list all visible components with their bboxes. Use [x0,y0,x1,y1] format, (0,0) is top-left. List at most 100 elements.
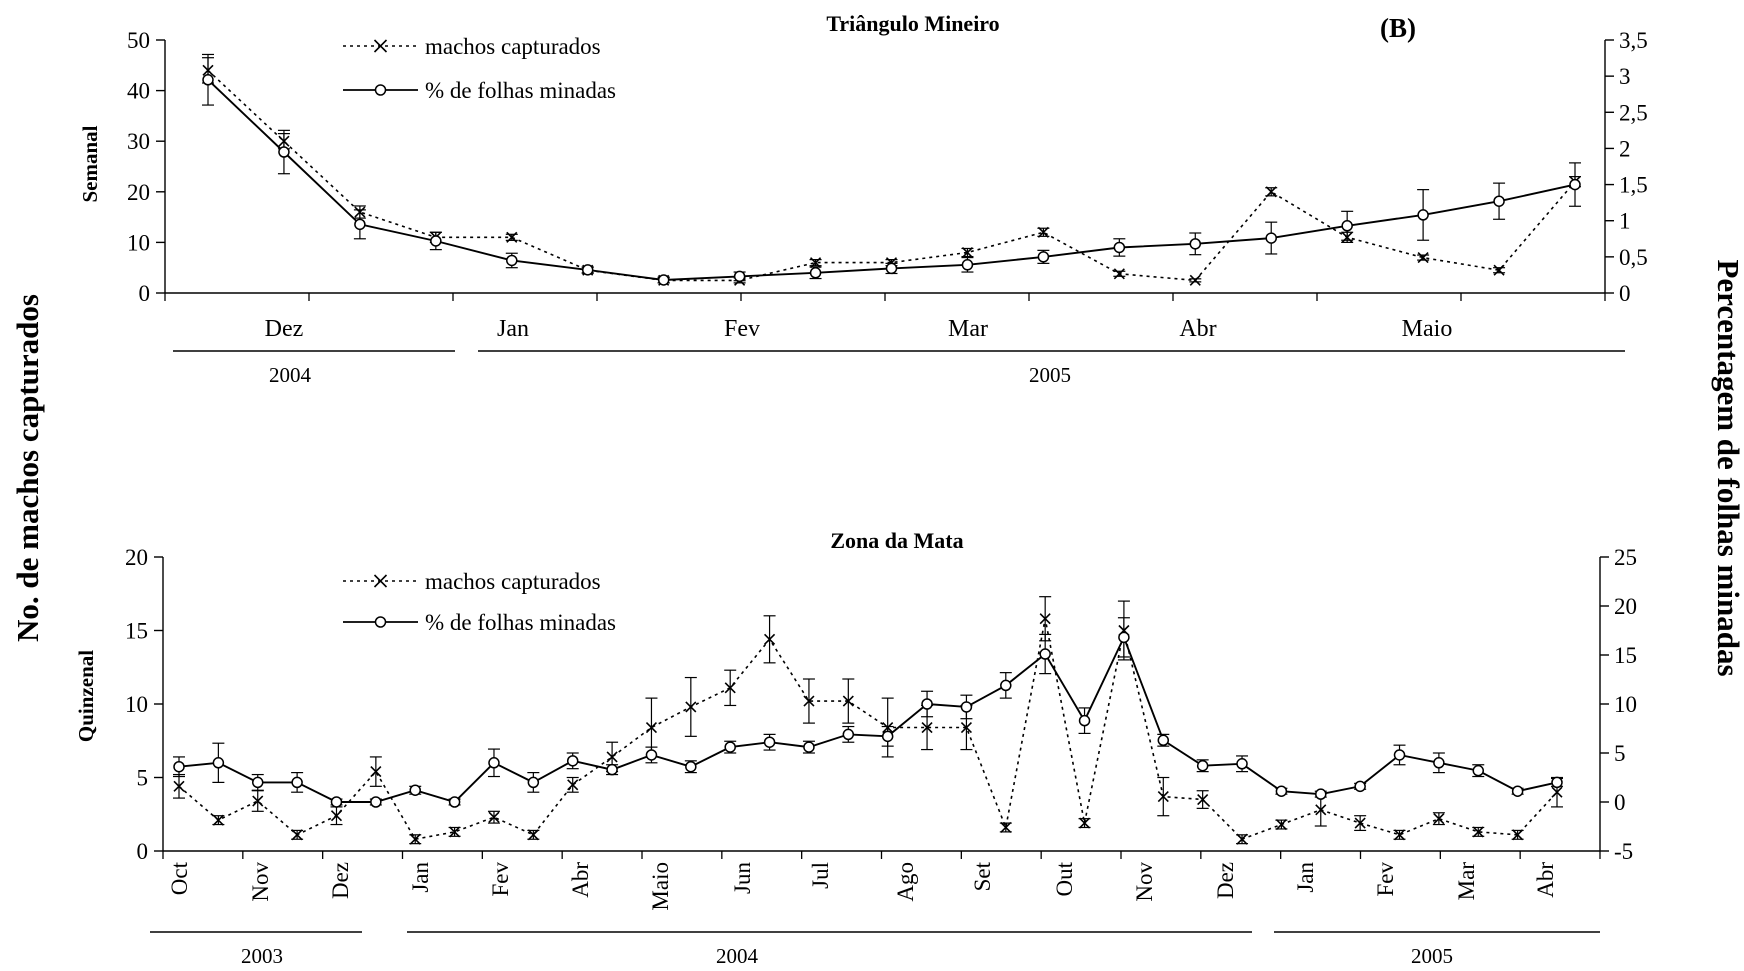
series-machos [202,57,1581,286]
data-point-circle [961,259,974,271]
right-axis-label: Percentagem de folhas minadas [1711,259,1744,676]
series-folhas-line [207,79,1576,281]
data-point-circle [173,760,185,773]
y-tick-label: 50 [127,28,150,53]
data-point-x [724,682,736,694]
data-point-x [1189,274,1201,286]
data-point-circle [1265,232,1277,244]
data-point-x [1037,226,1049,238]
data-point-circle [809,267,822,279]
data-point-circle [1551,776,1563,789]
data-point-x [527,829,539,841]
data-point-circle [885,262,898,275]
month-label: Abr [1533,862,1558,898]
data-point-x [1197,793,1209,806]
y2-tick-label: 15 [1614,643,1637,668]
month-label: Nov [248,862,273,902]
data-point-circle [842,728,855,741]
legend-marker-x [373,574,388,588]
y2-tick-label: 1,5 [1619,173,1648,198]
data-point-circle [1275,785,1288,797]
series-machos-line [207,69,1576,282]
data-point-circle [645,749,658,761]
year-label: 2005 [1029,363,1071,387]
data-point-circle [581,264,594,276]
y2-tick-label: 10 [1614,692,1637,717]
data-point-x [291,829,303,841]
data-point-x [1265,186,1277,198]
legend: machos capturados % de folhas minadas [343,34,616,103]
y2-tick-label: 5 [1614,741,1626,766]
data-point-x [488,811,500,823]
data-point-x [606,751,618,763]
data-point-circle [1000,679,1012,692]
month-label: Mar [948,316,988,342]
y2-tick-label: 0,5 [1619,245,1648,270]
data-point-circle [212,757,225,769]
data-point-circle [1189,238,1202,250]
month-label: Dez [1213,862,1238,899]
chart-panel-zona-da-mata: Zona da Mata Quinzenal 0 5 10 15 20 -5 0 5 10 15 2… [74,528,1637,968]
data-point-circle [1393,749,1406,761]
data-point-x [1236,833,1248,845]
data-point-x [1315,804,1327,816]
data-point-circle [1511,785,1524,797]
series-folhas-line [178,634,1558,804]
month-label: Nov [1132,862,1157,902]
data-point-x [1393,829,1406,841]
data-point-x [212,814,224,826]
legend-marker-circle [374,616,387,628]
data-point-circle [430,235,442,247]
data-point-circle [1493,195,1505,207]
data-point-circle [724,741,736,753]
month-label: Jan [1293,862,1318,893]
legend-marker-circle [374,84,387,96]
year-label: 2003 [241,944,283,968]
month-label: Abr [1179,316,1216,342]
y-tick-label: 40 [127,79,150,104]
data-point-circle [251,776,264,789]
data-point-circle [527,776,540,789]
month-label: Mar [1454,862,1479,901]
data-point-x [1078,817,1091,829]
data-point-circle [1078,714,1091,727]
data-point-circle [1433,757,1445,769]
month-label: Jun [730,862,755,894]
data-point-circle [1315,788,1327,800]
y2-tick-label: 0 [1614,790,1626,815]
y2-tick-label: 3 [1619,64,1631,89]
data-point-x [685,701,697,713]
month-label: Abr [568,862,593,898]
series-folhas [173,617,1563,808]
series-folhas [202,53,1581,286]
month-label: Dez [265,316,304,342]
data-point-circle [448,796,461,808]
y-tick-label: 20 [127,180,150,205]
data-point-x [449,826,461,838]
data-point-x [1157,791,1169,803]
data-point-circle [921,698,933,710]
data-point-circle [1157,734,1170,747]
data-point-x [567,779,579,791]
year-label: 2004 [716,944,759,968]
data-point-x [1039,613,1051,625]
data-point-circle [803,741,815,753]
data-point-x [1472,826,1484,838]
data-point-x [330,810,343,822]
data-point-circle [1037,251,1050,263]
data-point-circle [881,730,894,743]
data-point-x [173,780,185,792]
y-tick-label: 0 [139,281,151,306]
data-point-x [1551,786,1563,798]
legend-entry-machos: machos capturados [425,569,601,594]
month-label: Fev [724,316,760,342]
legend-entry-folhas: % de folhas minadas [425,610,616,635]
y-axis-label: Quinzenal [74,650,98,742]
y2-tick-label: -5 [1614,839,1633,864]
data-point-x [1275,818,1287,831]
y2-tick-label: 2,5 [1619,100,1648,125]
month-label: Ago [893,862,918,902]
legend-marker-x [373,39,388,53]
data-point-circle [1039,648,1051,660]
